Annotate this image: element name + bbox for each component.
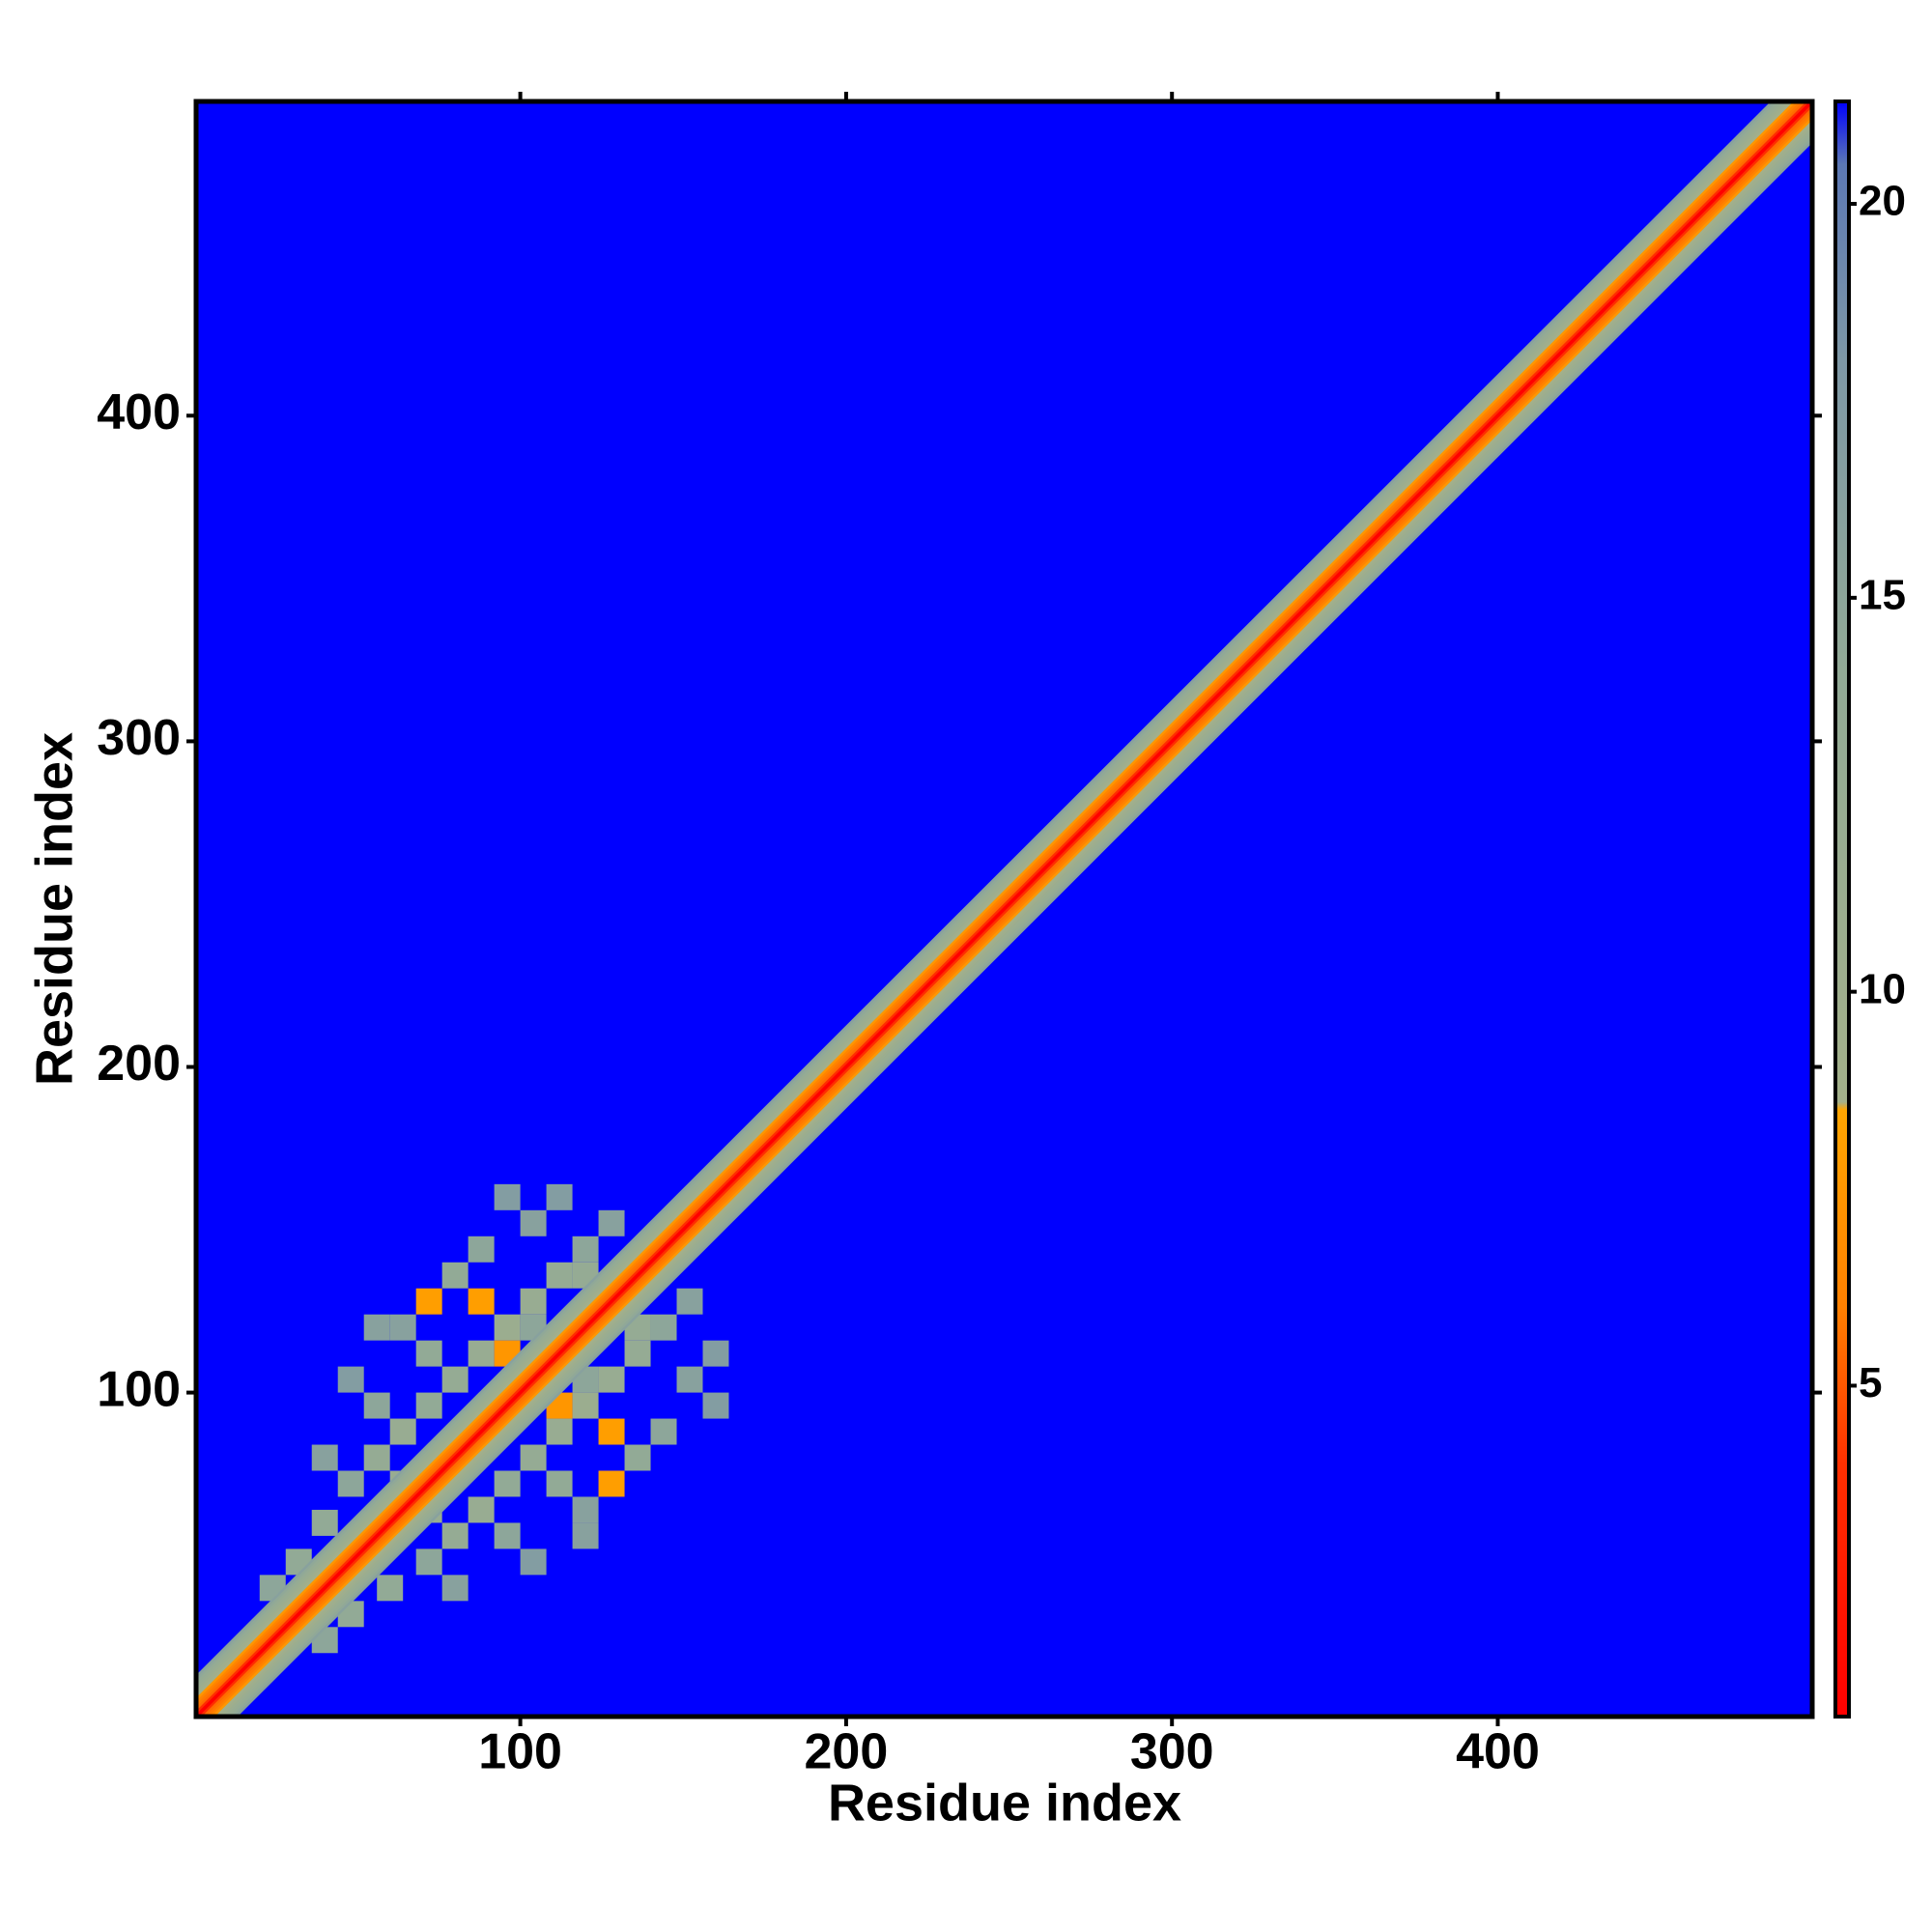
x-tick-label: 300: [1130, 1724, 1214, 1780]
heatmap-cell: [624, 1340, 651, 1367]
heatmap-cell: [441, 1575, 469, 1602]
heatmap-cell: [441, 1366, 469, 1393]
heatmap-cell: [520, 1209, 547, 1236]
diagonal-band: [196, 101, 1775, 1679]
y-tick-label: 300: [97, 710, 181, 766]
diagonal-band: [208, 113, 1812, 1717]
heatmap-cell: [494, 1314, 521, 1341]
x-tick-label: 400: [1456, 1724, 1540, 1780]
heatmap-cell: [494, 1183, 521, 1210]
diagonal-band: [201, 106, 1812, 1717]
heatmap-cell: [572, 1496, 599, 1523]
diagonal-band: [196, 101, 1798, 1702]
diagonal-band: [196, 101, 1804, 1709]
diagonal-band: [198, 103, 1812, 1717]
x-tick-label: 200: [805, 1724, 889, 1780]
heatmap-cell: [572, 1392, 599, 1419]
diagonal-band: [196, 101, 1801, 1705]
y-axis-label: Residue index: [25, 732, 83, 1086]
diagonal-band: [196, 101, 1781, 1686]
x-axis-label: Residue index: [828, 1774, 1181, 1832]
diagonal-core: [196, 101, 1812, 1717]
heatmap-cell: [546, 1183, 573, 1210]
heatmap-cell: [468, 1340, 495, 1367]
diagonal-band: [224, 129, 1812, 1717]
heatmap-cell: [311, 1444, 338, 1471]
y-tick-label: 100: [97, 1361, 181, 1417]
heatmap-cell: [650, 1418, 677, 1445]
heatmap-cell: [415, 1340, 442, 1367]
diagonal-band: [196, 101, 1807, 1712]
heatmap-cell: [598, 1366, 625, 1393]
heatmap-cell: [546, 1262, 573, 1289]
heatmap-cell: [468, 1496, 495, 1523]
y-tick-label: 400: [97, 384, 181, 440]
heatmap-cell: [441, 1522, 469, 1549]
diagonal-band: [217, 123, 1812, 1717]
heatmap-cell: [676, 1288, 703, 1315]
heatmap-cell: [572, 1236, 599, 1263]
heatmap-cell: [598, 1470, 625, 1497]
diagonal-band: [227, 132, 1812, 1717]
heatmap-cell: [468, 1288, 495, 1315]
diagonal-band: [196, 101, 1778, 1683]
colorbar-tick-label: 20: [1859, 178, 1906, 225]
heatmap-cell: [702, 1340, 729, 1367]
diagonal-band: [196, 101, 1788, 1692]
heatmap-cell: [546, 1418, 573, 1445]
diagonal-band: [196, 101, 1791, 1695]
heatmap-cell: [415, 1548, 442, 1576]
heatmap-cell: [441, 1262, 469, 1289]
heatmap-cell: [598, 1418, 625, 1445]
colorbar: [1833, 99, 1851, 1719]
heatmap-cell: [377, 1575, 404, 1602]
heatmap-cell: [311, 1509, 338, 1536]
heatmap-cell: [468, 1236, 495, 1263]
heatmap-cell: [415, 1288, 442, 1315]
heatmap-cell: [520, 1444, 547, 1471]
diagonal-band: [211, 116, 1812, 1717]
diagonal-band: [230, 135, 1812, 1717]
plot-frame: [193, 99, 1815, 1719]
heatmap-cell: [546, 1470, 573, 1497]
heatmap-cell: [624, 1444, 651, 1471]
diagonal-band: [234, 139, 1812, 1717]
heatmap-cell: [494, 1470, 521, 1497]
heatmap-cell: [337, 1470, 364, 1497]
heatmap-cell: [337, 1366, 364, 1393]
heatmap-cell: [494, 1522, 521, 1549]
heatmap-cell: [415, 1392, 442, 1419]
heatmap-cell: [363, 1444, 390, 1471]
colorbar-tick-label: 5: [1859, 1359, 1882, 1406]
colorbar-tick-label: 15: [1859, 571, 1906, 618]
x-tick-label: 100: [478, 1724, 562, 1780]
y-tick-label: 200: [97, 1036, 181, 1092]
heatmap-cell: [676, 1366, 703, 1393]
heatmap-cell: [572, 1522, 599, 1549]
heatmap-cell: [650, 1314, 677, 1341]
diagonal-band: [213, 119, 1812, 1717]
heatmap-cell: [389, 1418, 416, 1445]
heatmap-cell: [363, 1314, 390, 1341]
heatmap-cell: [389, 1314, 416, 1341]
diagonal-band: [196, 101, 1784, 1689]
heatmap-cell: [598, 1209, 625, 1236]
diagonal-band: [220, 126, 1812, 1717]
diagonal-band: [204, 109, 1812, 1717]
plot-area: [196, 101, 1812, 1717]
heatmap-cell: [702, 1392, 729, 1419]
heatmap-cell: [363, 1392, 390, 1419]
diagonal-band: [196, 101, 1810, 1715]
colorbar-tick-label: 10: [1859, 965, 1906, 1012]
heatmap-cell: [520, 1548, 547, 1576]
heatmap-cell: [520, 1288, 547, 1315]
diagonal-band: [196, 101, 1795, 1699]
